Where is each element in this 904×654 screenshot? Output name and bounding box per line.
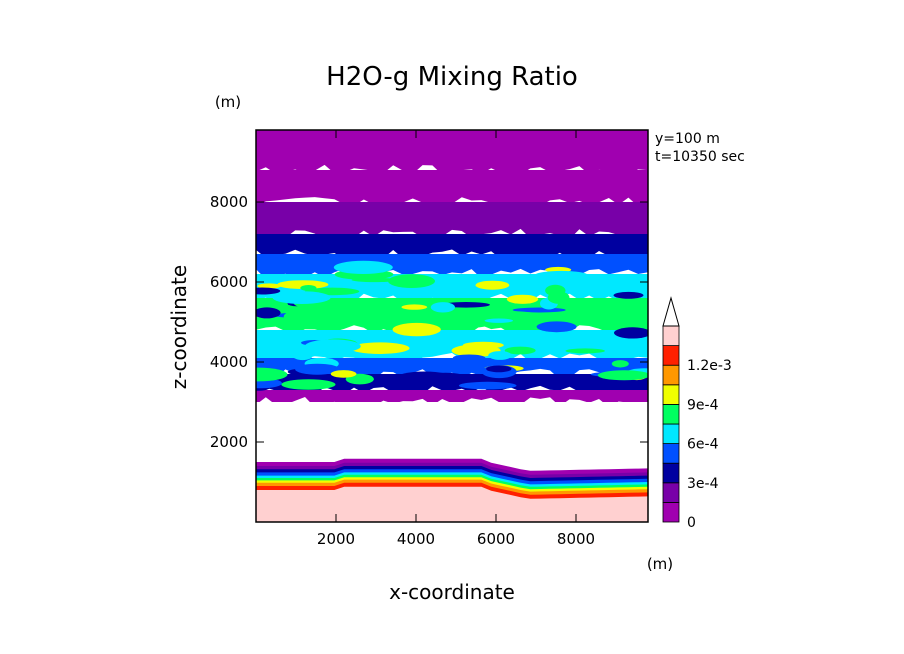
contour-patch	[457, 320, 489, 328]
plot-frame	[255, 129, 649, 523]
contour-patch	[433, 287, 475, 294]
colorbar-swatch	[662, 364, 680, 386]
contour-patch	[486, 365, 512, 373]
contour-patch	[488, 351, 512, 360]
contour-patch	[256, 287, 281, 295]
colorbar-swatch	[662, 423, 680, 445]
contour-patch	[256, 307, 281, 319]
contour-band	[256, 234, 648, 260]
contour-patch	[295, 363, 340, 375]
contour-band	[256, 170, 648, 207]
contour-band	[256, 330, 648, 364]
contour-patch	[388, 274, 435, 288]
y-tick-label: 6000	[210, 273, 248, 291]
y-unit-label: (m)	[215, 93, 241, 111]
contour-patch	[257, 283, 282, 289]
colorbar-extend-arrow	[662, 296, 680, 327]
colorbar-label: 1.2e-3	[687, 358, 732, 374]
contour-patch	[330, 370, 357, 378]
contour-patch	[462, 341, 504, 349]
x-tick-label: 4000	[397, 530, 435, 548]
contour-patch	[292, 351, 313, 361]
annotation-y: y=100 m	[655, 131, 720, 147]
colorbar-label: 6e-4	[687, 437, 719, 453]
contour-patch	[611, 360, 629, 368]
y-tick-label: 8000	[210, 193, 248, 211]
contour-band	[256, 202, 648, 240]
contour-patch	[350, 342, 410, 355]
colorbar-label: 3e-4	[687, 476, 719, 492]
contour-patch	[281, 379, 336, 390]
contour-patch	[392, 322, 441, 337]
x-axis-label: x-coordinate	[389, 580, 515, 604]
colorbar-swatch	[662, 482, 680, 503]
colorbar-label: 9e-4	[687, 397, 719, 413]
contour-patch	[401, 304, 428, 310]
band-empty	[256, 402, 648, 462]
contour-patch	[597, 370, 648, 381]
contour-patch	[256, 333, 273, 339]
x-tick-label: 6000	[477, 530, 515, 548]
contour-patch	[272, 291, 331, 304]
x-tick-label: 8000	[557, 530, 595, 548]
contour-patch	[547, 291, 570, 304]
colorbar-swatch	[662, 403, 680, 425]
colorbar-label: 0	[687, 515, 696, 531]
contour-patch	[535, 270, 588, 280]
annotation-t: t=10350 sec	[655, 149, 745, 165]
contour-patch	[256, 367, 288, 382]
contour-patch	[484, 318, 513, 323]
colorbar-swatch	[662, 501, 680, 523]
contour-patch	[506, 294, 539, 304]
colorbar-swatch	[662, 384, 680, 405]
y-axis-label: z-coordinate	[167, 265, 191, 389]
x-tick-label: 2000	[317, 530, 355, 548]
x-unit-label: (m)	[647, 555, 673, 573]
contour-patch	[536, 321, 577, 333]
contour-patch	[458, 381, 517, 390]
x-axis: 2000 4000 6000 8000	[255, 129, 649, 548]
contour-patch	[283, 309, 319, 324]
contour-patch	[396, 371, 453, 385]
y-axis: 2000 4000 6000 8000	[210, 193, 648, 451]
contour-patch	[613, 291, 644, 299]
contour-patch	[300, 285, 317, 291]
contour-patch	[614, 327, 648, 339]
surface-band	[256, 486, 648, 522]
contour-patch	[430, 302, 455, 313]
contour-patch	[304, 339, 361, 354]
contour-patch	[333, 260, 393, 274]
colorbar-swatch	[662, 345, 680, 366]
colorbar-swatch	[662, 462, 680, 484]
contour-band	[256, 130, 648, 175]
contour-patch	[565, 348, 605, 354]
contour-patch	[452, 354, 486, 362]
contour-patch	[475, 280, 510, 290]
y-tick-label: 2000	[210, 433, 248, 451]
y-tick-label: 4000	[210, 353, 248, 371]
colorbar-swatch	[662, 325, 680, 347]
colorbar-swatch	[662, 443, 680, 464]
contour-patch	[504, 346, 536, 355]
plot-area	[256, 130, 648, 522]
colorbar: 0 3e-4 6e-4 9e-4 1.2e-3	[662, 296, 732, 531]
chart-title: H2O-g Mixing Ratio	[326, 62, 578, 92]
